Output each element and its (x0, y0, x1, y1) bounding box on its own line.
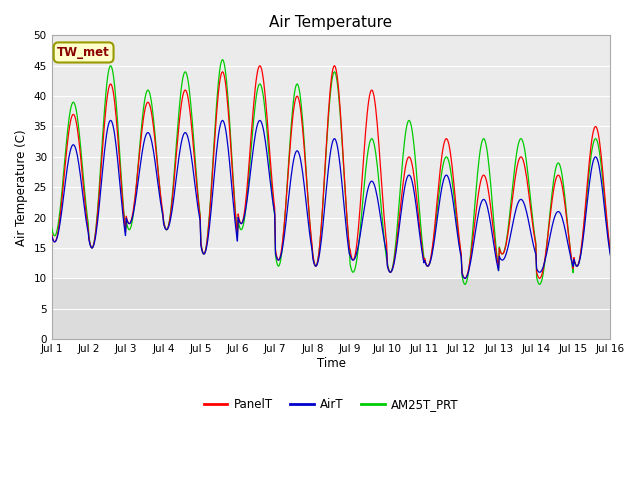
Title: Air Temperature: Air Temperature (269, 15, 392, 30)
AirT (461, 276, 469, 281)
X-axis label: Time: Time (317, 357, 346, 370)
Y-axis label: Air Temperature (C): Air Temperature (C) (15, 129, 28, 246)
AirT (607, 252, 614, 258)
PanelT (48, 231, 56, 237)
AirT (115, 174, 123, 180)
AirT (256, 118, 264, 123)
AM25T_PRT (400, 146, 408, 152)
Line: PanelT: PanelT (52, 66, 611, 278)
AM25T_PRT (607, 251, 614, 257)
PanelT (416, 228, 424, 234)
Bar (52, 278, 611, 339)
AirT (172, 177, 180, 183)
Line: AirT: AirT (52, 120, 611, 278)
AM25T_PRT (536, 282, 543, 288)
PanelT (115, 154, 123, 160)
AM25T_PRT (172, 146, 180, 152)
AirT (400, 191, 408, 196)
PanelT (607, 250, 614, 255)
AM25T_PRT (416, 215, 424, 220)
AM25T_PRT (219, 57, 227, 62)
AirT (202, 249, 209, 254)
AirT (58, 208, 66, 214)
AirT (416, 234, 424, 240)
PanelT (400, 176, 408, 181)
AM25T_PRT (115, 144, 123, 150)
AirT (48, 233, 56, 239)
PanelT (202, 248, 209, 253)
PanelT (256, 63, 264, 69)
Legend: PanelT, AirT, AM25T_PRT: PanelT, AirT, AM25T_PRT (199, 394, 463, 416)
PanelT (172, 156, 180, 161)
Text: TW_met: TW_met (57, 46, 110, 59)
PanelT (461, 276, 469, 281)
AM25T_PRT (202, 247, 209, 253)
PanelT (58, 198, 66, 204)
AM25T_PRT (58, 191, 66, 196)
AM25T_PRT (48, 225, 56, 230)
Line: AM25T_PRT: AM25T_PRT (52, 60, 611, 285)
